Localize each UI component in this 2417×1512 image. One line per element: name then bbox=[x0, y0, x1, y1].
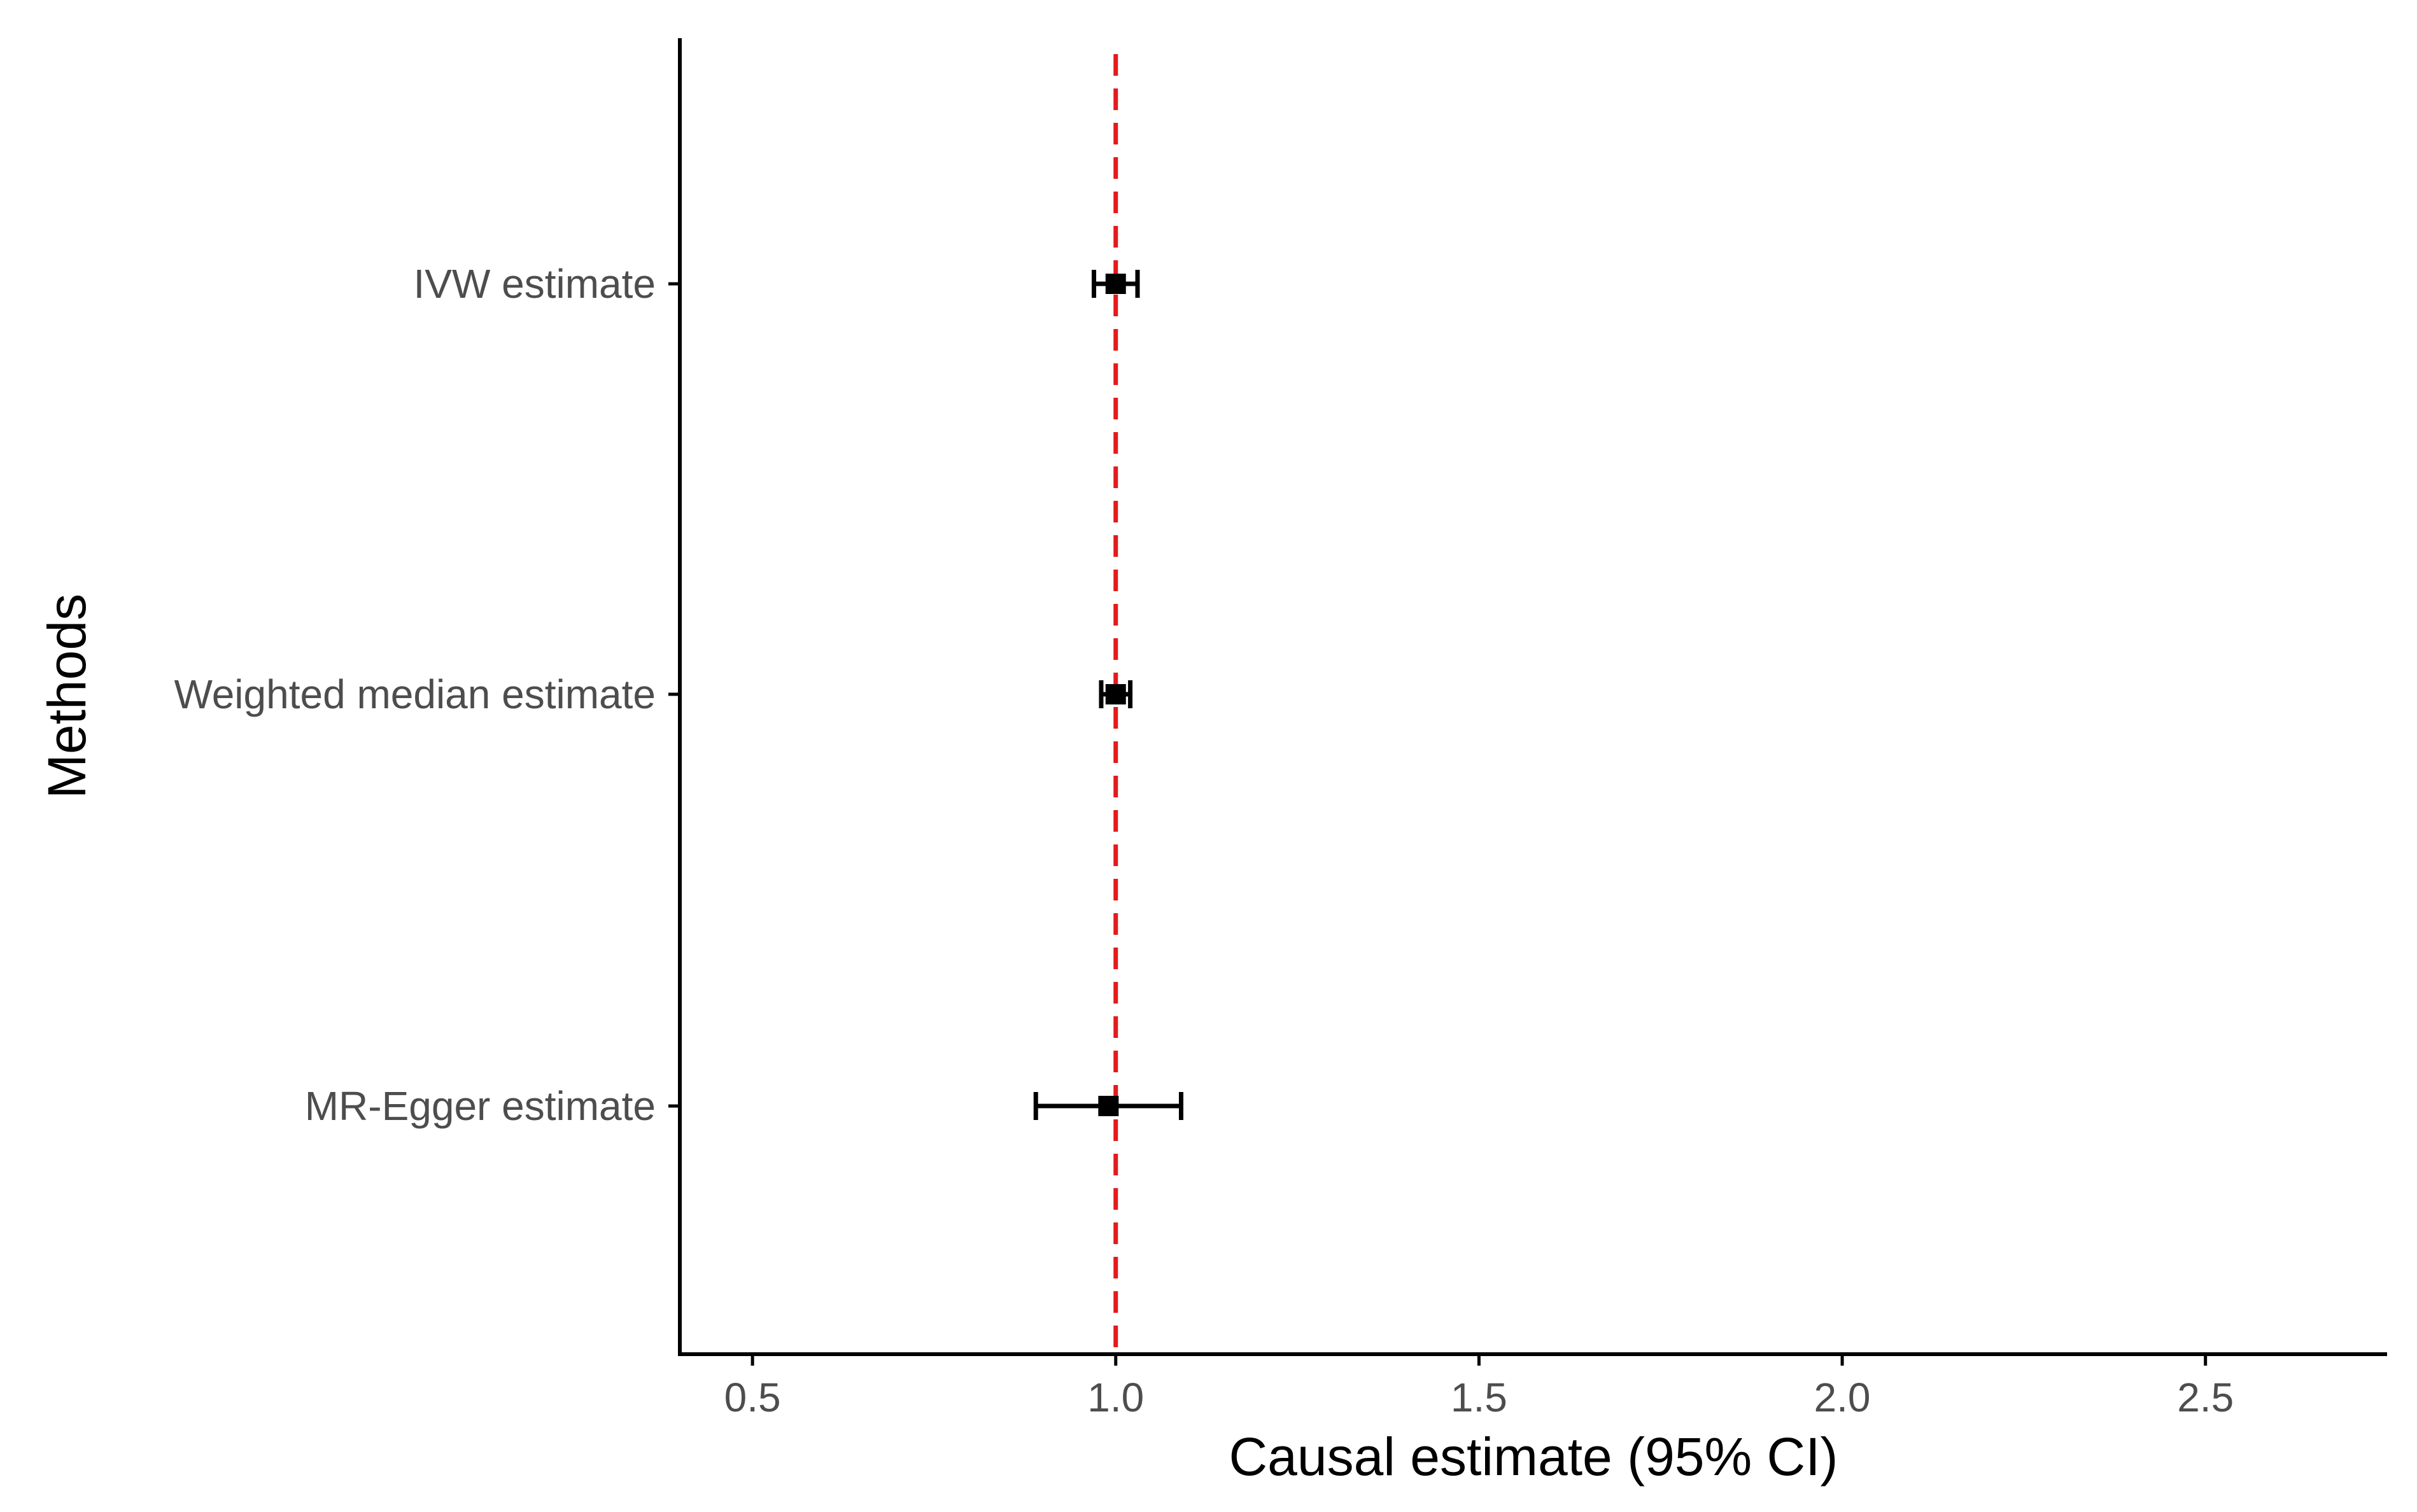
y-tick-label: MR-Egger estimate bbox=[305, 1083, 656, 1129]
x-tick-label: 1.5 bbox=[1451, 1375, 1507, 1420]
ticks-layer: 0.5 1.0 1.5 2.0 2.5 IVW estimate Weighted medi… bbox=[174, 261, 2234, 1420]
x-tick-label: 1.0 bbox=[1087, 1375, 1144, 1420]
data-point-group bbox=[1099, 680, 1133, 708]
data-point-group bbox=[1092, 270, 1140, 298]
point-estimate-marker bbox=[1105, 684, 1126, 704]
x-axis-title: Causal estimate (95% CI) bbox=[1229, 1427, 1838, 1487]
x-tick-label: 2.5 bbox=[2177, 1375, 2234, 1420]
y-axis-title: Methods bbox=[37, 594, 97, 799]
y-tick-label: IVW estimate bbox=[413, 261, 656, 307]
data-point-group bbox=[1033, 1092, 1183, 1120]
x-tick-label: 0.5 bbox=[724, 1375, 781, 1420]
points-layer bbox=[1033, 270, 1183, 1120]
axes-layer bbox=[678, 38, 2387, 1356]
x-tick-label: 2.0 bbox=[1814, 1375, 1871, 1420]
y-tick-label: Weighted median estimate bbox=[174, 671, 656, 717]
point-estimate-marker bbox=[1105, 274, 1126, 294]
point-estimate-marker bbox=[1098, 1096, 1119, 1116]
